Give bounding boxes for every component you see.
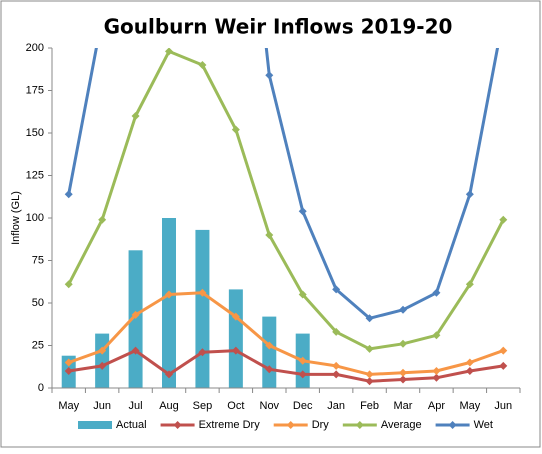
legend-label: Actual	[116, 419, 147, 431]
marker	[399, 375, 407, 384]
legend-label: Dry	[312, 419, 330, 431]
y-tick-label: 175	[26, 84, 44, 96]
legend-swatch	[173, 421, 182, 429]
marker	[465, 190, 474, 199]
plot-area	[61, 48, 508, 388]
y-tick-label: 150	[26, 127, 44, 139]
chart-title: Goulburn Weir Inflows 2019-20	[104, 15, 453, 39]
line	[68, 349, 504, 383]
y-tick-label: 75	[32, 254, 44, 266]
marker	[198, 288, 207, 297]
marker	[98, 361, 107, 370]
y-tick-label: 200	[26, 42, 44, 54]
marker	[499, 361, 508, 370]
marker	[64, 190, 73, 199]
legend-swatch	[78, 421, 112, 429]
x-tick-label: Aug	[159, 400, 179, 412]
marker	[399, 339, 407, 348]
line	[68, 291, 504, 376]
bar	[228, 289, 243, 388]
marker	[298, 356, 307, 365]
x-tick-label: Dec	[293, 400, 313, 412]
marker	[231, 346, 240, 355]
marker	[165, 370, 173, 379]
x-tick-label: Oct	[227, 400, 244, 412]
marker	[165, 48, 173, 56]
legend-label: Average	[381, 419, 422, 431]
bar	[195, 229, 210, 388]
marker	[265, 71, 274, 80]
marker	[165, 290, 173, 299]
marker	[365, 370, 374, 379]
marker	[465, 280, 474, 289]
marker	[465, 367, 474, 375]
marker	[198, 348, 207, 357]
x-tick-label: Mar	[394, 400, 413, 412]
x-tick-label: May	[58, 400, 79, 412]
legend-label: Wet	[474, 419, 493, 431]
marker	[231, 125, 240, 134]
marker	[265, 231, 274, 239]
marker	[265, 365, 274, 374]
line	[67, 49, 505, 351]
marker	[499, 215, 508, 224]
marker	[298, 207, 307, 216]
marker	[332, 361, 341, 370]
marker	[499, 346, 508, 355]
x-tick-label: Feb	[360, 400, 379, 412]
marker	[465, 358, 474, 367]
marker	[298, 370, 307, 379]
marker	[298, 290, 307, 299]
marker	[131, 346, 140, 355]
marker	[365, 314, 374, 323]
line	[67, 48, 500, 320]
marker	[365, 377, 374, 386]
legend-label: Extreme Dry	[199, 419, 261, 431]
x-tick-label: Apr	[428, 400, 445, 412]
marker	[332, 327, 341, 336]
marker	[332, 370, 341, 379]
y-tick-label: 50	[32, 297, 44, 309]
marker	[198, 61, 207, 69]
x-tick-label: Sep	[193, 400, 213, 412]
x-tick-label: Jun	[93, 400, 111, 412]
marker	[98, 215, 107, 224]
legend-swatch	[355, 421, 364, 429]
legend-swatch	[448, 421, 457, 429]
x-tick-label: May	[459, 400, 480, 412]
marker	[432, 367, 441, 375]
x-tick-label: Nov	[260, 400, 280, 412]
marker	[432, 288, 441, 297]
bar	[262, 316, 277, 388]
bar	[162, 218, 176, 388]
marker	[131, 112, 140, 120]
marker	[332, 285, 341, 294]
marker	[231, 312, 240, 321]
x-tick-label: Jul	[129, 400, 143, 412]
marker	[265, 341, 274, 350]
bar	[95, 333, 110, 388]
marker	[399, 368, 407, 377]
marker	[365, 344, 374, 353]
y-tick-label: 100	[26, 212, 44, 224]
y-tick-label: 125	[26, 169, 44, 181]
x-tick-label: Jan	[327, 400, 345, 412]
y-tick-label: 0	[38, 382, 44, 394]
marker	[131, 310, 140, 319]
marker	[98, 346, 107, 355]
marker	[64, 280, 73, 289]
y-tick-label: 25	[32, 339, 44, 351]
marker	[64, 358, 73, 367]
x-tick-label: Jun	[494, 400, 512, 412]
y-axis-title: Inflow (GL)	[10, 191, 22, 245]
marker	[432, 373, 441, 382]
marker	[399, 305, 407, 314]
marker	[64, 367, 73, 375]
marker	[432, 331, 441, 340]
legend-swatch	[286, 421, 295, 429]
